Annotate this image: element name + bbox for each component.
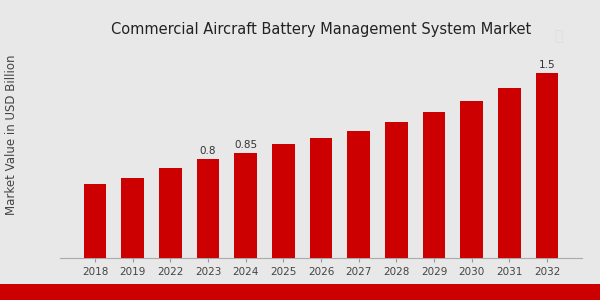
Text: 🔍: 🔍 xyxy=(554,29,562,43)
Bar xyxy=(84,184,106,258)
Bar xyxy=(536,73,558,258)
Text: Market Value in USD Billion: Market Value in USD Billion xyxy=(5,55,19,215)
Bar xyxy=(422,112,445,258)
Text: 0.8: 0.8 xyxy=(200,146,216,156)
Title: Commercial Aircraft Battery Management System Market: Commercial Aircraft Battery Management S… xyxy=(111,22,531,37)
Bar xyxy=(272,144,295,258)
Text: 1.5: 1.5 xyxy=(539,60,555,70)
Bar xyxy=(498,88,521,258)
Bar xyxy=(197,159,220,258)
Bar xyxy=(460,101,483,258)
Bar xyxy=(385,122,407,258)
Text: 0.85: 0.85 xyxy=(234,140,257,150)
Bar xyxy=(235,153,257,258)
Bar xyxy=(347,131,370,258)
Bar xyxy=(121,178,144,258)
Bar xyxy=(310,138,332,258)
Bar xyxy=(159,168,182,258)
